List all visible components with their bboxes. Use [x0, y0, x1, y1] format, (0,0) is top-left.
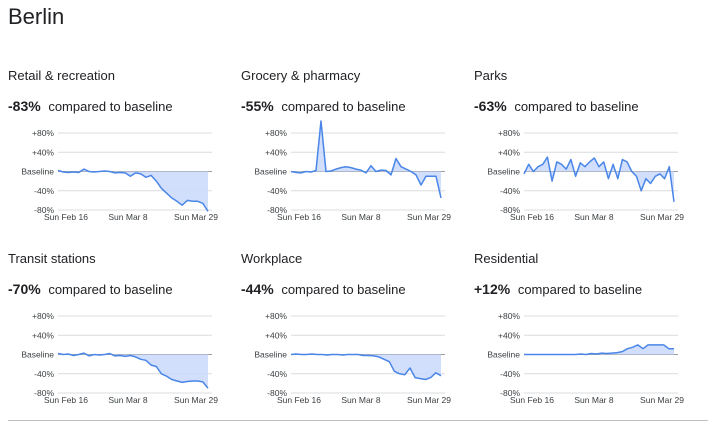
y-tick-label: +40% — [32, 147, 54, 157]
series-line — [57, 352, 209, 389]
y-tick-label: -80% — [34, 205, 54, 215]
change-value: -55% — [241, 98, 274, 114]
change-value: -70% — [8, 281, 41, 297]
chart-title: Transit stations — [8, 251, 96, 266]
x-tick-label: Sun Mar 8 — [108, 395, 147, 405]
x-tick-label: Sun Mar 8 — [341, 212, 380, 222]
y-tick-label: -80% — [500, 388, 520, 398]
x-tick-label: Sun Feb 16 — [44, 212, 88, 222]
x-tick-label: Sun Mar 29 — [174, 395, 218, 405]
x-tick-label: Sun Mar 8 — [574, 212, 613, 222]
y-tick-label: -80% — [267, 388, 287, 398]
series-line — [524, 344, 674, 356]
y-tick-label: +80% — [265, 311, 287, 321]
y-tick-label: Baseline — [21, 167, 54, 177]
series-line — [290, 353, 442, 381]
chart-panel-transit-stations: Transit stations -70% compared to baseli… — [8, 251, 240, 421]
x-tick-label: Sun Mar 29 — [407, 212, 451, 222]
y-tick-label: Baseline — [254, 350, 287, 360]
line-chart: +80% +40% Baseline -40% -80%Sun Feb 16 Sun Ma… — [254, 311, 451, 405]
y-tick-label: +40% — [32, 330, 54, 340]
line-chart: +80% +40% Baseline -40% -80%Sun Feb 16 Sun Ma… — [254, 120, 451, 222]
change-label: compared to baseline — [281, 99, 406, 114]
change-row: -70% compared to baseline — [8, 281, 173, 297]
y-tick-label: -40% — [267, 186, 287, 196]
area-fill — [524, 344, 674, 355]
chart-panel-retail-recreation: Retail & recreation -83% compared to bas… — [8, 68, 240, 238]
chart-title: Parks — [474, 68, 508, 83]
change-value: -83% — [8, 98, 41, 114]
area-fill — [58, 169, 208, 212]
change-row: +12% compared to baseline — [474, 281, 642, 297]
y-tick-label: -80% — [267, 205, 287, 215]
y-tick-label: +80% — [498, 311, 520, 321]
x-tick-label: Sun Mar 8 — [341, 395, 380, 405]
y-tick-label: Baseline — [254, 167, 287, 177]
page-title: Berlin — [8, 4, 65, 29]
change-label: compared to baseline — [48, 282, 173, 297]
line-chart: +80% +40% Baseline -40% -80%Sun Feb 16 Sun Ma… — [21, 128, 218, 222]
line-chart: +80% +40% Baseline -40% -80%Sun Feb 16 Sun Ma… — [487, 128, 684, 222]
x-tick-label: Sun Mar 8 — [574, 395, 613, 405]
y-tick-label: +40% — [265, 330, 287, 340]
change-label: compared to baseline — [48, 99, 173, 114]
chart-title: Retail & recreation — [8, 68, 115, 83]
change-row: -55% compared to baseline — [241, 98, 406, 114]
y-tick-label: +80% — [498, 128, 520, 138]
bottom-divider — [8, 420, 708, 421]
change-row: -83% compared to baseline — [8, 98, 173, 114]
x-tick-label: Sun Feb 16 — [44, 395, 88, 405]
change-value: +12% — [474, 281, 511, 297]
y-tick-label: Baseline — [487, 350, 520, 360]
x-tick-label: Sun Mar 29 — [174, 212, 218, 222]
y-tick-label: Baseline — [21, 350, 54, 360]
y-tick-label: -40% — [34, 369, 54, 379]
change-value: -63% — [474, 98, 507, 114]
y-tick-label: -80% — [34, 388, 54, 398]
change-value: -44% — [241, 281, 274, 297]
x-tick-label: Sun Mar 29 — [640, 212, 684, 222]
change-label: compared to baseline — [281, 282, 406, 297]
x-tick-label: Sun Mar 29 — [407, 395, 451, 405]
chart-title: Residential — [474, 251, 539, 266]
y-tick-label: +80% — [32, 128, 54, 138]
y-tick-label: +40% — [498, 147, 520, 157]
x-tick-label: Sun Feb 16 — [277, 212, 321, 222]
x-tick-label: Sun Mar 29 — [640, 395, 684, 405]
x-tick-label: Sun Mar 8 — [108, 212, 147, 222]
y-tick-label: -40% — [500, 186, 520, 196]
line-chart: +80% +40% Baseline -40% -80%Sun Feb 16 Sun Ma… — [21, 311, 218, 405]
area-fill — [291, 354, 441, 380]
y-tick-label: +40% — [265, 147, 287, 157]
area-fill — [58, 353, 208, 389]
chart-title: Grocery & pharmacy — [241, 68, 361, 83]
y-tick-label: -40% — [34, 186, 54, 196]
y-tick-label: -80% — [500, 205, 520, 215]
x-tick-label: Sun Feb 16 — [510, 395, 554, 405]
chart-panel-residential: Residential +12% compared to baseline +8… — [474, 251, 706, 421]
area-fill — [524, 157, 674, 202]
y-tick-label: +80% — [32, 311, 54, 321]
chart-panel-workplace: Workplace -44% compared to baseline +80%… — [241, 251, 473, 421]
chart-title: Workplace — [241, 251, 303, 266]
chart-panel-grocery-pharmacy: Grocery & pharmacy -55% compared to base… — [241, 68, 473, 238]
series-line — [57, 168, 209, 212]
x-tick-label: Sun Feb 16 — [277, 395, 321, 405]
y-tick-label: -40% — [500, 369, 520, 379]
y-tick-label: -40% — [267, 369, 287, 379]
series-line — [523, 156, 675, 202]
change-row: -44% compared to baseline — [241, 281, 406, 297]
change-label: compared to baseline — [517, 282, 643, 297]
change-label: compared to baseline — [514, 99, 639, 114]
line-chart: +80% +40% Baseline -40% -80%Sun Feb 16 Sun Ma… — [487, 311, 684, 405]
change-row: -63% compared to baseline — [474, 98, 639, 114]
y-tick-label: Baseline — [487, 167, 520, 177]
chart-panel-parks: Parks -63% compared to baseline +80% +40%… — [474, 68, 706, 238]
y-tick-label: +80% — [265, 128, 287, 138]
area-fill — [291, 121, 441, 198]
series-line — [290, 120, 442, 199]
x-tick-label: Sun Feb 16 — [510, 212, 554, 222]
y-tick-label: +40% — [498, 330, 520, 340]
